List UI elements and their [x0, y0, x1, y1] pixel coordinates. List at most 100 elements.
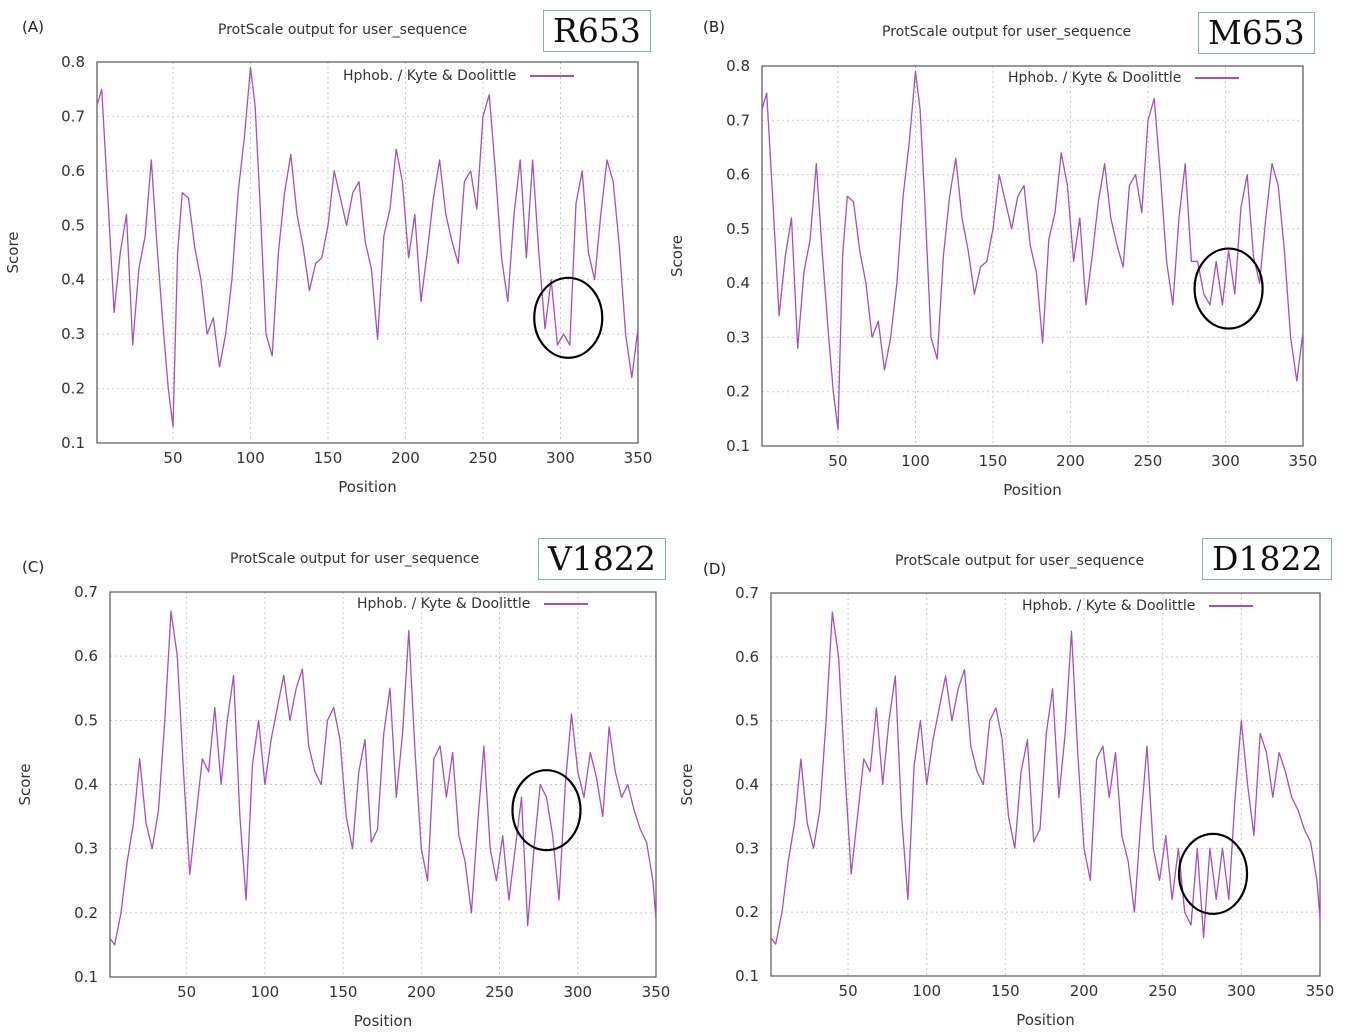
- x-tick-label: 100: [251, 983, 280, 1001]
- x-tick-label: 150: [979, 452, 1008, 470]
- series-line: [770, 611, 1321, 945]
- chart-svg-d: 50 100 150 200 250 300 350 0.1 0.2 0.3 0.4 0.5 0.6 0.…: [678, 584, 1335, 1029]
- legend-swatch: [1209, 605, 1254, 607]
- y-tick-label: 0.1: [74, 968, 98, 986]
- x-tick-label: 200: [391, 449, 420, 467]
- y-tick-label: 0.3: [735, 839, 759, 857]
- y-axis-title: Score: [4, 231, 22, 273]
- y-tick-label: 0.1: [735, 967, 759, 985]
- highlight-circle: [1177, 832, 1249, 915]
- y-tick-label: 0.1: [61, 434, 85, 452]
- y-tick-label: 0.2: [726, 383, 750, 401]
- x-tick-label: 200: [407, 983, 436, 1001]
- y-tick-label: 0.4: [74, 776, 98, 794]
- y-tick-label: 0.7: [61, 107, 85, 125]
- chart-panel-c: 50 100 150 200 250 300 350 0.1 0.2 0.3 0.4 0.5 0.6 0.…: [0, 518, 674, 1036]
- y-tick-label: 0.1: [726, 437, 750, 455]
- plot-frame: [109, 591, 657, 978]
- y-tick-label: 0.2: [61, 380, 85, 398]
- x-tick-label: 300: [563, 983, 592, 1001]
- y-tick-label: 0.6: [735, 648, 759, 666]
- y-tick-label: 0.4: [726, 274, 750, 292]
- y-tick-label: 0.3: [726, 328, 750, 346]
- y-tick-label: 0.7: [74, 583, 98, 601]
- x-axis-title: Position: [354, 1012, 412, 1030]
- chart-svg-a: 50 100 150 200 250 300 350 0.1 0.2 0.3 0.4 0.5 0.6 0.…: [4, 53, 653, 496]
- highlight-circle: [1193, 247, 1264, 330]
- x-tick-label: 250: [469, 449, 498, 467]
- y-tick-label: 0.4: [735, 776, 759, 794]
- x-tick-label: 250: [1134, 452, 1163, 470]
- x-tick-label: 50: [163, 449, 182, 467]
- x-axis-title: Position: [1003, 481, 1061, 499]
- highlight-circle: [511, 769, 582, 852]
- legend: Hphob. / Kyte & Doolittle: [343, 68, 575, 84]
- y-tick-label: 0.3: [74, 840, 98, 858]
- chart-panel-b: 50 100 150 200 250 300 350 0.1 0.2 0.3 0.4 0.5 0.6 0.…: [668, 0, 1349, 518]
- variant-label: V1822: [538, 538, 666, 580]
- legend-label: Hphob. / Kyte & Doolittle: [343, 68, 517, 84]
- variant-label: R653: [543, 10, 651, 52]
- chart-svg-b: 50 100 150 200 250 300 350 0.1 0.2 0.3 0.4 0.5 0.6 0.…: [668, 57, 1318, 499]
- y-tick-label: 0.5: [74, 711, 98, 729]
- panel-label: (C): [22, 558, 45, 576]
- variant-label: M653: [1198, 12, 1315, 54]
- plot-frame: [770, 592, 1321, 977]
- y-tick-label: 0.2: [735, 903, 759, 921]
- chart-panel-a: 50 100 150 200 250 300 350 0.1 0.2 0.3 0.4 0.5 0.6 0.…: [0, 0, 674, 518]
- x-tick-label: 50: [828, 452, 847, 470]
- x-tick-label: 300: [546, 449, 575, 467]
- x-tick-label: 200: [1056, 452, 1085, 470]
- y-tick-label: 0.5: [61, 216, 85, 234]
- y-tick-label: 0.7: [726, 111, 750, 129]
- y-tick-label: 0.6: [74, 647, 98, 665]
- plot-frame: [761, 65, 1304, 447]
- panel-label: (B): [703, 18, 725, 36]
- x-tick-label: 250: [1148, 982, 1177, 1000]
- x-tick-label: 150: [991, 982, 1020, 1000]
- series-line: [761, 70, 1304, 431]
- plot-title: ProtScale output for user_sequence: [882, 24, 1132, 40]
- x-tick-label: 350: [1306, 982, 1335, 1000]
- y-tick-label: 0.5: [726, 220, 750, 238]
- x-tick-label: 100: [236, 449, 265, 467]
- y-tick-label: 0.4: [61, 271, 85, 289]
- y-axis-title: Score: [16, 763, 34, 805]
- x-tick-label: 300: [1211, 452, 1240, 470]
- chart-svg-c: 50 100 150 200 250 300 350 0.1 0.2 0.3 0.4 0.5 0.6 0.…: [16, 583, 670, 1030]
- x-tick-label: 50: [177, 983, 196, 1001]
- x-tick-label: 150: [329, 983, 358, 1001]
- y-tick-label: 0.8: [726, 57, 750, 75]
- legend-label: Hphob. / Kyte & Doolittle: [1022, 598, 1196, 614]
- x-tick-label: 100: [901, 452, 930, 470]
- y-axis-title: Score: [678, 763, 696, 805]
- x-tick-label: 150: [314, 449, 343, 467]
- panel-label: (A): [22, 18, 44, 36]
- legend-label: Hphob. / Kyte & Doolittle: [1008, 70, 1182, 86]
- variant-label: D1822: [1202, 538, 1333, 580]
- x-tick-label: 100: [912, 982, 941, 1000]
- highlight-circle: [533, 276, 604, 359]
- x-axis-title: Position: [1016, 1011, 1074, 1029]
- legend: Hphob. / Kyte & Doolittle: [1008, 70, 1240, 86]
- legend-label: Hphob. / Kyte & Doolittle: [357, 596, 531, 612]
- x-tick-label: 200: [1070, 982, 1099, 1000]
- y-tick-label: 0.2: [74, 904, 98, 922]
- x-tick-label: 350: [624, 449, 653, 467]
- legend-swatch: [530, 75, 575, 77]
- y-tick-label: 0.6: [61, 162, 85, 180]
- x-tick-label: 350: [1289, 452, 1318, 470]
- x-tick-label: 300: [1227, 982, 1256, 1000]
- plot-title: ProtScale output for user_sequence: [895, 553, 1145, 569]
- legend: Hphob. / Kyte & Doolittle: [357, 596, 589, 612]
- chart-panel-d: 50 100 150 200 250 300 350 0.1 0.2 0.3 0.4 0.5 0.6 0.…: [675, 518, 1349, 1036]
- y-tick-label: 0.5: [735, 712, 759, 730]
- x-tick-label: 250: [485, 983, 514, 1001]
- y-tick-label: 0.8: [61, 53, 85, 71]
- x-tick-label: 50: [839, 982, 858, 1000]
- legend: Hphob. / Kyte & Doolittle: [1022, 598, 1254, 614]
- series-line: [109, 610, 657, 946]
- y-tick-label: 0.7: [735, 584, 759, 602]
- series-line: [96, 66, 639, 428]
- x-axis-title: Position: [338, 478, 396, 496]
